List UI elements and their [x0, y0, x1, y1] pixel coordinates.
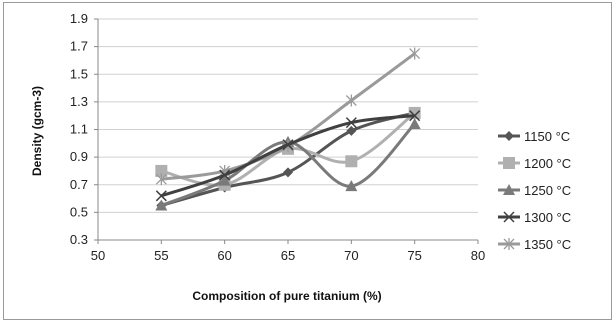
- legend: 1150 °C 1200 °C 1250 °C 1300 °C 1350 °C: [498, 129, 571, 252]
- gridlines: [98, 18, 478, 213]
- data-point: [282, 139, 294, 151]
- legend-item: 1150 °C: [498, 129, 570, 144]
- legend-marker: [503, 238, 515, 250]
- x-tick-label: 60: [217, 248, 231, 263]
- x-tick-labels: 50 55 60 65 70 75 80: [91, 248, 485, 263]
- x-tick-label: 50: [91, 248, 105, 263]
- x-tick-label: 65: [281, 248, 295, 263]
- data-point: [155, 199, 168, 211]
- x-tick-label: 70: [344, 248, 358, 263]
- data-point: [155, 164, 168, 177]
- legend-item: 1250 °C: [498, 183, 571, 198]
- x-tick-label: 80: [471, 248, 485, 263]
- data-point: [345, 94, 357, 107]
- legend-marker: [503, 184, 515, 195]
- y-tick-label: 0.7: [70, 177, 88, 192]
- legend-label: 1200 °C: [524, 156, 571, 171]
- legend-marker: [503, 211, 515, 223]
- y-tick-label: 1.5: [70, 66, 88, 81]
- data-point: [345, 180, 358, 192]
- data-point: [408, 117, 421, 129]
- x-axis-title: Composition of pure titanium (%): [192, 289, 381, 303]
- y-tick-label: 1.9: [70, 11, 88, 26]
- data-point: [155, 173, 167, 186]
- y-tick-label: 1.3: [70, 94, 88, 109]
- legend-marker: [504, 131, 514, 141]
- data-point: [346, 125, 357, 136]
- axes: [94, 18, 479, 244]
- legend-marker: [503, 157, 515, 169]
- series-line: [161, 52, 416, 181]
- series-0: [156, 107, 420, 211]
- x-tick-label: 75: [407, 248, 421, 263]
- legend-label: 1300 °C: [524, 210, 571, 225]
- data-point: [409, 110, 421, 122]
- y-tick-labels: 0.3 0.5 0.7 0.9 1.1 1.3 1.5 1.7 1.9: [70, 11, 88, 247]
- y-tick-label: 1.1: [70, 122, 88, 137]
- data-point: [283, 167, 293, 178]
- legend-label: 1250 °C: [524, 183, 571, 198]
- y-tick-label: 0.9: [70, 149, 88, 164]
- data-point: [155, 190, 167, 202]
- data-point: [345, 155, 358, 168]
- y-axis-title: Density (gcm-3): [30, 86, 44, 176]
- y-tick-label: 0.3: [70, 232, 88, 247]
- series-3: [155, 110, 421, 202]
- legend-label: 1350 °C: [524, 237, 571, 252]
- series-lines: [155, 47, 421, 211]
- legend-item: 1200 °C: [498, 156, 571, 171]
- x-tick-label: 55: [154, 248, 168, 263]
- series-line: [160, 114, 415, 198]
- legend-label: 1150 °C: [524, 129, 570, 144]
- legend-item: 1350 °C: [498, 237, 571, 252]
- y-tick-label: 0.5: [70, 204, 88, 219]
- data-point: [409, 47, 421, 60]
- data-point: [219, 169, 231, 181]
- legend-item: 1300 °C: [498, 210, 571, 225]
- data-point: [218, 174, 231, 186]
- data-point: [345, 117, 357, 129]
- y-tick-label: 1.7: [70, 39, 88, 54]
